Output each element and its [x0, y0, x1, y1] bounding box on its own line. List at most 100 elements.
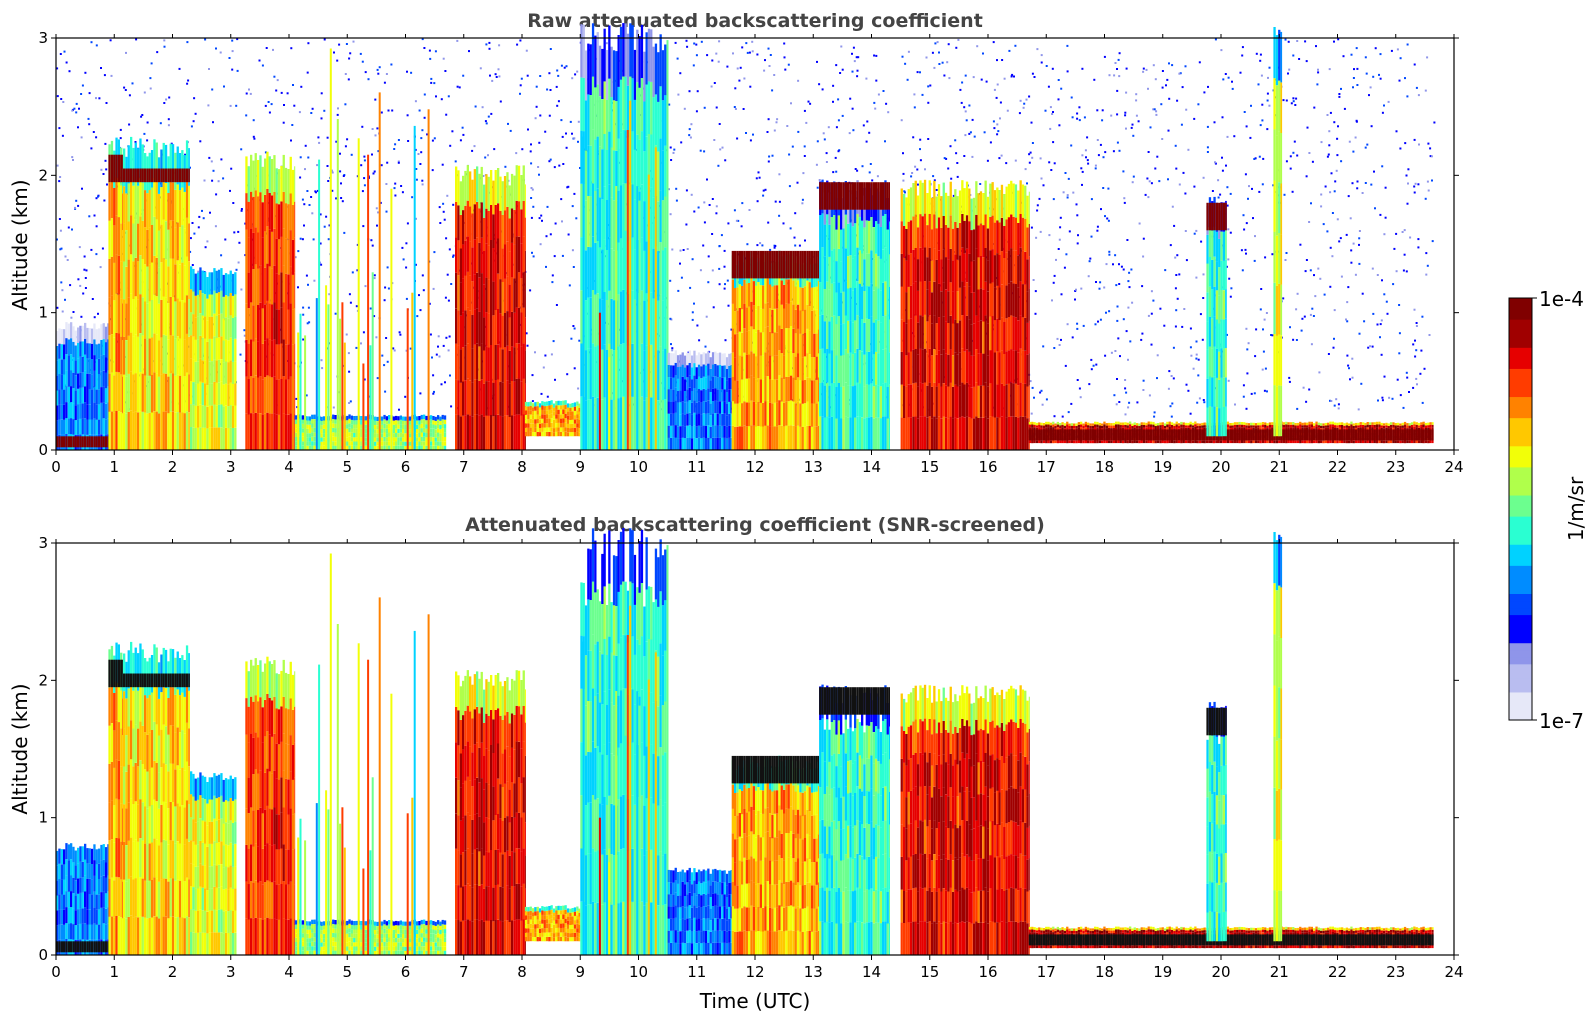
- backscatter-cell: [301, 419, 305, 424]
- noise-pixel: [1337, 407, 1340, 410]
- backscatter-cell: [113, 412, 116, 450]
- backscatter-cell: [174, 375, 177, 413]
- noise-pixel: [1154, 78, 1157, 81]
- backscatter-cell: [709, 380, 712, 392]
- noise-pixel: [348, 57, 351, 60]
- backscatter-cell: [247, 308, 250, 344]
- noise-pixel: [1125, 67, 1128, 70]
- noise-pixel: [393, 148, 396, 150]
- noise-pixel: [1361, 192, 1364, 194]
- noise-pixel: [715, 52, 718, 55]
- backscatter-cell: [261, 379, 264, 415]
- backscatter-cell: [201, 360, 204, 383]
- backscatter-cell: [86, 388, 89, 405]
- backscatter-cell: [155, 411, 158, 450]
- noise-pixel: [675, 199, 678, 202]
- noise-pixel: [1330, 400, 1333, 402]
- noise-pixel: [307, 42, 310, 45]
- backscatter-cell: [423, 445, 426, 450]
- noise-pixel: [531, 251, 533, 254]
- backscatter-cell: [227, 274, 230, 297]
- noise-pixel: [1243, 228, 1246, 231]
- noise-pixel: [299, 156, 302, 159]
- backscatter-cell: [534, 414, 537, 420]
- backscatter-cell: [257, 377, 260, 414]
- noise-pixel: [718, 40, 721, 43]
- backscatter-cell: [734, 357, 737, 381]
- noise-pixel: [1193, 232, 1196, 235]
- backscatter-cell: [557, 418, 560, 423]
- backscatter-cell: [697, 401, 701, 414]
- backscatter-cell: [513, 175, 516, 210]
- noise-pixel: [1329, 285, 1332, 288]
- noise-pixel: [998, 157, 1001, 160]
- noise-pixel: [1338, 95, 1341, 98]
- noise-pixel: [671, 248, 674, 251]
- backscatter-cell: [215, 382, 218, 406]
- noise-pixel: [535, 85, 538, 88]
- noise-pixel: [873, 54, 876, 57]
- noise-pixel: [556, 104, 559, 107]
- noise-pixel: [938, 63, 941, 65]
- noise-pixel: [1185, 259, 1188, 262]
- backscatter-cell: [164, 335, 168, 374]
- backscatter-cell: [217, 359, 221, 383]
- backscatter-cell: [234, 405, 237, 428]
- noise-pixel: [797, 130, 800, 133]
- noise-pixel: [56, 238, 58, 241]
- noise-pixel: [741, 202, 744, 205]
- backscatter-cell: [234, 383, 237, 406]
- noise-pixel: [1412, 343, 1415, 346]
- backscatter-cell: [437, 441, 440, 446]
- backscatter-cell: [714, 413, 717, 426]
- backscatter-cell: [598, 96, 602, 147]
- backscatter-cell: [56, 360, 59, 376]
- backscatter-cell: [548, 409, 551, 415]
- noise-pixel: [398, 331, 401, 334]
- noise-pixel: [163, 102, 166, 104]
- noise-pixel: [1403, 253, 1406, 256]
- backscatter-cell: [67, 386, 70, 403]
- backscatter-cell: [376, 416, 379, 421]
- backscatter-cell: [571, 407, 574, 412]
- backscatter-cell: [383, 419, 386, 424]
- noise-pixel: [794, 212, 797, 215]
- backscatter-cell: [192, 314, 195, 337]
- backscatter-cell: [268, 376, 271, 414]
- noise-pixel: [688, 90, 691, 93]
- noise-pixel: [1062, 191, 1065, 194]
- noise-pixel: [1065, 253, 1068, 256]
- backscatter-cell: [254, 338, 257, 376]
- noise-pixel: [679, 262, 681, 265]
- backscatter-cell: [617, 138, 620, 191]
- backscatter-cell: [107, 386, 109, 403]
- backscatter-cell: [562, 427, 565, 432]
- noise-pixel: [839, 72, 842, 74]
- backscatter-cell: [199, 404, 202, 428]
- backscatter-cell: [259, 339, 262, 377]
- noise-pixel: [487, 154, 489, 157]
- backscatter-cell: [605, 200, 609, 250]
- backscatter-cell: [508, 185, 511, 219]
- backscatter-cell: [524, 432, 528, 437]
- backscatter-cell: [522, 414, 525, 450]
- noise-pixel: [261, 64, 264, 67]
- backscatter-cell: [437, 419, 440, 424]
- backscatter-cell: [674, 350, 677, 363]
- noise-pixel: [804, 239, 806, 242]
- backscatter-cell: [234, 338, 237, 362]
- backscatter-cell: [638, 36, 641, 88]
- backscatter-cell: [555, 409, 558, 415]
- noise-pixel: [1159, 307, 1162, 310]
- backscatter-cell: [443, 437, 447, 442]
- noise-pixel: [1263, 389, 1266, 392]
- noise-pixel: [376, 68, 379, 71]
- backscatter-cell: [469, 310, 472, 346]
- noise-pixel: [1066, 44, 1069, 47]
- backscatter-cell: [311, 419, 314, 424]
- noise-pixel: [347, 352, 350, 355]
- backscatter-cell: [110, 295, 114, 334]
- noise-pixel: [688, 134, 691, 137]
- noise-pixel: [317, 136, 320, 139]
- noise-pixel: [71, 109, 74, 112]
